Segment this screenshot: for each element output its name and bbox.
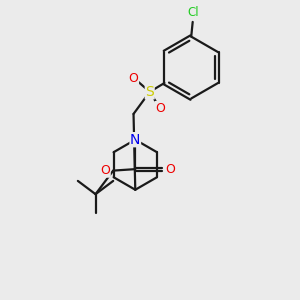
Text: Cl: Cl: [187, 6, 199, 19]
Text: O: O: [129, 72, 139, 85]
Text: O: O: [165, 163, 175, 176]
Text: O: O: [100, 164, 110, 177]
Text: O: O: [155, 101, 165, 115]
Text: S: S: [146, 85, 154, 99]
Text: N: N: [130, 133, 140, 147]
